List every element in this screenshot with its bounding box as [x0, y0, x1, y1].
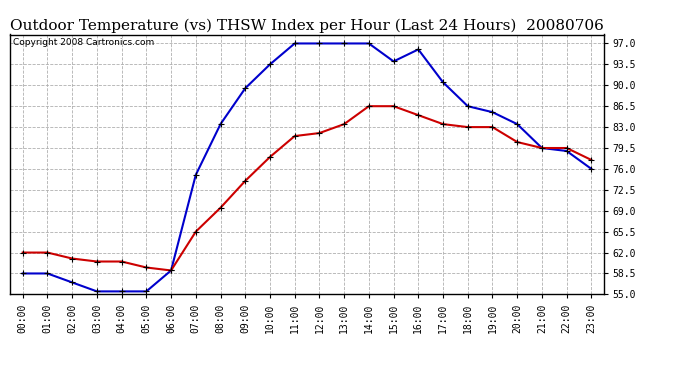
Text: Copyright 2008 Cartronics.com: Copyright 2008 Cartronics.com: [13, 38, 155, 47]
Title: Outdoor Temperature (vs) THSW Index per Hour (Last 24 Hours)  20080706: Outdoor Temperature (vs) THSW Index per …: [10, 19, 604, 33]
